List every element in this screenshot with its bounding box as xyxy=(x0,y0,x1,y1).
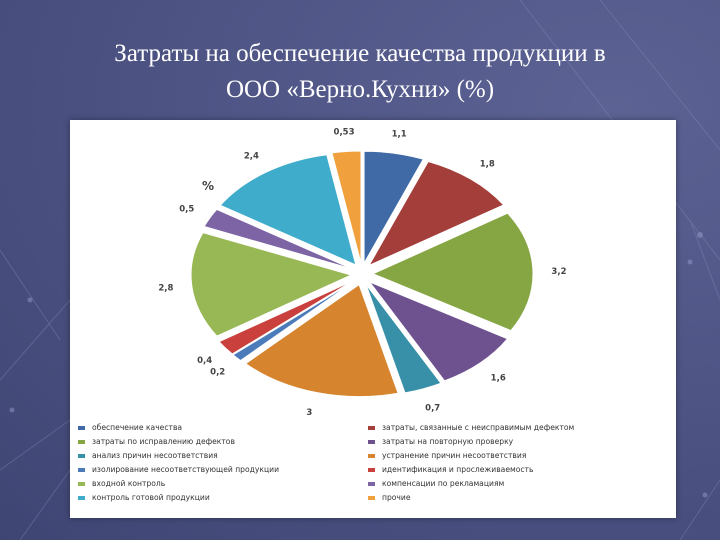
legend-swatch xyxy=(368,426,375,430)
pie-value-label: 2,8 xyxy=(158,283,173,293)
legend-label: анализ причин несоответствия xyxy=(92,451,218,460)
chart-legend: обеспечение качества затраты, связанные с… xyxy=(70,422,676,514)
legend-swatch xyxy=(368,454,375,458)
pie-value-label: 3 xyxy=(306,408,312,418)
pie-slice xyxy=(331,150,362,264)
pie-value-label: 1,6 xyxy=(491,373,506,383)
pie-chart: % 1,1 1,8 3,2 1,6 0,7 3 0,20,4 2,8 0,5 2,4 0,53 xyxy=(158,128,566,418)
pie-slice xyxy=(232,281,355,362)
slide-title-line-2: ООО «Верно.Кухни» (%) xyxy=(225,76,495,103)
chart-title: % xyxy=(202,179,214,193)
pie-slice xyxy=(218,280,354,355)
pie-value-label: 0,4 xyxy=(197,356,212,366)
legend-label: обеспечение качества xyxy=(92,423,183,432)
pie-slice xyxy=(190,232,353,337)
legend-swatch xyxy=(368,496,375,500)
pie-value-label: 2,4 xyxy=(244,152,259,162)
pie-slice xyxy=(368,280,509,382)
legend-swatch xyxy=(368,482,375,486)
legend-label: изолирование несоответствующей продукции xyxy=(92,465,280,474)
legend-label: компенсации по рекламациям xyxy=(382,479,505,488)
legend-swatch xyxy=(368,468,375,472)
pie-value-label: 1,1 xyxy=(392,130,407,140)
legend-swatch xyxy=(78,454,85,458)
legend-swatch xyxy=(78,426,85,430)
legend-swatch xyxy=(78,468,85,472)
pie-value-label: 3,2 xyxy=(551,267,566,277)
slide-title: Затраты на обеспечение качества продукци… xyxy=(40,36,680,108)
chart-panel: % 1,1 1,8 3,2 1,6 0,7 3 0,2 0,4 2,8 0,5 2,4 0,53 обе… xyxy=(70,120,676,518)
pie-value-label: 0,5 xyxy=(179,205,194,215)
pie-value-label: 0,7 xyxy=(425,403,440,413)
pie-slice xyxy=(219,154,357,266)
legend-label: устранение причин несоответствия xyxy=(382,451,527,460)
pie-value-label: 0,53 xyxy=(334,128,355,138)
legend-label: входной контроль xyxy=(92,479,166,488)
legend-swatch xyxy=(78,496,85,500)
pie-slice xyxy=(367,160,505,267)
pie-slice xyxy=(203,208,353,270)
legend-label: прочие xyxy=(382,493,411,502)
legend-swatch xyxy=(78,482,85,486)
legend-swatch xyxy=(368,440,375,444)
legend-label: затраты по исправлению дефектов xyxy=(92,437,235,446)
legend-label: контроль готовой продукции xyxy=(92,493,210,502)
pie-value-label: 0,2 xyxy=(210,367,225,377)
legend-label: затраты, связанные с неисправимым дефект… xyxy=(382,423,575,432)
pie-slice xyxy=(371,212,534,332)
pie-slice xyxy=(244,283,399,398)
legend-label: идентификация и прослеживаемость xyxy=(382,465,534,474)
pie-slice xyxy=(365,283,442,394)
legend-label: затраты на повторную проверку xyxy=(382,437,514,446)
legend-swatch xyxy=(78,440,85,444)
pie-value-label: 1,8 xyxy=(480,160,495,170)
slide-title-line-1: Затраты на обеспечение качества продукци… xyxy=(114,40,606,67)
pie-slice xyxy=(363,150,425,266)
